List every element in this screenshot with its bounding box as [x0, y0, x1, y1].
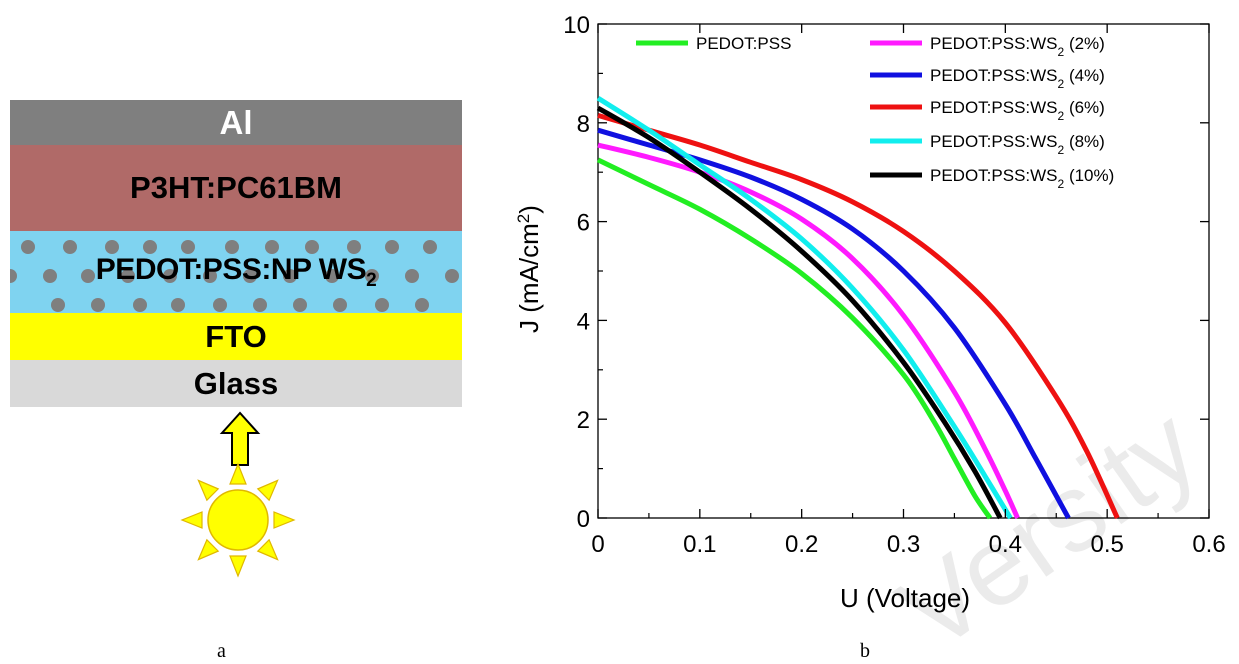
- sun-ray: [229, 555, 247, 578]
- nanoparticle-dot: [213, 298, 227, 312]
- sun-ray: [256, 479, 279, 502]
- legend-label-1: PEDOT:PSS:WS2 (2%): [930, 34, 1105, 59]
- x-tick-label: 0.4: [989, 531, 1022, 558]
- sun-ray: [256, 538, 279, 561]
- layer-al: Al: [10, 100, 462, 145]
- panel-label-a: a: [217, 640, 226, 662]
- nanoparticle-dot: [347, 240, 361, 254]
- y-axis-label-text: J (mA/cm: [514, 223, 544, 333]
- series-line-5: [596, 105, 1003, 520]
- nanoparticle-dot: [63, 240, 77, 254]
- layer-pedot-subscript: 2: [366, 269, 377, 291]
- nanoparticle-dot: [203, 269, 217, 283]
- layer-p3ht-label: P3HT:PC61BM: [130, 170, 342, 205]
- nanoparticle-dot: [91, 298, 105, 312]
- nanoparticle-dot: [171, 298, 185, 312]
- nanoparticle-dot: [305, 240, 319, 254]
- y-tick-label: 4: [577, 308, 590, 335]
- nanoparticle-dot: [10, 269, 17, 283]
- sun-ray: [273, 511, 296, 529]
- layer-glass: Glass: [10, 360, 462, 407]
- layer-p3ht-pc61bm: P3HT:PC61BM: [10, 145, 462, 231]
- nanoparticle-dot: [143, 240, 157, 254]
- series-line-2: [597, 127, 1071, 520]
- nanoparticle-dot: [121, 269, 135, 283]
- y-tick-label: 2: [577, 407, 590, 434]
- x-axis-label: U (Voltage): [840, 583, 970, 613]
- nanoparticle-dot: [81, 269, 95, 283]
- nanoparticle-dot: [181, 240, 195, 254]
- layer-glass-label: Glass: [193, 365, 279, 401]
- y-axis-label: J (mA/cm2): [514, 205, 545, 333]
- x-tick-label: 0.6: [1192, 531, 1225, 558]
- panel-label-b: b: [860, 640, 870, 662]
- y-tick-label: 0: [577, 506, 590, 533]
- legend-label-4: PEDOT:PSS:WS2 (8%): [930, 132, 1105, 157]
- nanoparticle-dot: [375, 298, 389, 312]
- nanoparticle-dot: [43, 269, 57, 283]
- nanoparticle-dot: [51, 298, 65, 312]
- sun-icon: [180, 462, 296, 578]
- nanoparticle-dot: [265, 240, 279, 254]
- x-tick-label: 0.1: [683, 531, 716, 558]
- nanoparticle-dot: [423, 240, 437, 254]
- nanoparticle-dot: [105, 240, 119, 254]
- nanoparticle-dot: [133, 298, 147, 312]
- series-line-0: [596, 157, 993, 520]
- nanoparticles: [10, 240, 459, 312]
- nanoparticle-dot: [243, 269, 257, 283]
- illumination: [180, 411, 296, 578]
- nanoparticle-dot: [283, 269, 297, 283]
- y-axis-label-close: ): [514, 205, 544, 214]
- layer-al-label: Al: [219, 103, 253, 141]
- legend-label-0: PEDOT:PSS: [696, 34, 791, 53]
- x-tick-label: 0.3: [887, 531, 920, 558]
- nanoparticle-dot: [385, 240, 399, 254]
- y-tick-label: 8: [577, 111, 590, 138]
- legend-label-2: PEDOT:PSS:WS2 (4%): [930, 66, 1105, 91]
- nanoparticle-dot: [445, 269, 459, 283]
- sun-ray: [180, 511, 203, 529]
- nanoparticle-dot: [21, 240, 35, 254]
- nanoparticle-dot: [415, 298, 429, 312]
- layer-fto-label: FTO: [205, 318, 267, 354]
- sun-ray: [229, 462, 247, 485]
- y-axis-label-sup: 2: [514, 214, 533, 223]
- y-tick-label: 10: [563, 12, 590, 39]
- legend-label-3: PEDOT:PSS:WS2 (6%): [930, 98, 1105, 123]
- nanoparticle-dot: [365, 269, 379, 283]
- layer-pedot-label: PEDOT:PSS:NP WS: [95, 252, 367, 286]
- nanoparticle-dot: [163, 269, 177, 283]
- nanoparticle-dot: [325, 269, 339, 283]
- nanoparticle-dot: [293, 298, 307, 312]
- layer-pedot-pss-ws2: PEDOT:PSS:NP WS2: [10, 231, 462, 313]
- nanoparticle-dot: [333, 298, 347, 312]
- series-line-1: [597, 142, 1020, 520]
- sun-ray: [197, 479, 220, 502]
- sun-ray: [197, 538, 220, 561]
- y-tick-label: 6: [577, 210, 590, 237]
- series-line-3: [597, 112, 1120, 520]
- legend-label-5: PEDOT:PSS:WS2 (10%): [930, 166, 1114, 191]
- x-tick-label: 0.2: [785, 531, 818, 558]
- nanoparticle-dot: [225, 240, 239, 254]
- series-line-4: [596, 95, 1013, 520]
- x-tick-label: 0: [591, 531, 604, 558]
- layer-fto: FTO: [10, 313, 462, 360]
- nanoparticle-dot: [253, 298, 267, 312]
- nanoparticle-dot: [405, 269, 419, 283]
- arrow-up-icon: [219, 411, 261, 466]
- x-tick-label: 0.5: [1090, 531, 1123, 558]
